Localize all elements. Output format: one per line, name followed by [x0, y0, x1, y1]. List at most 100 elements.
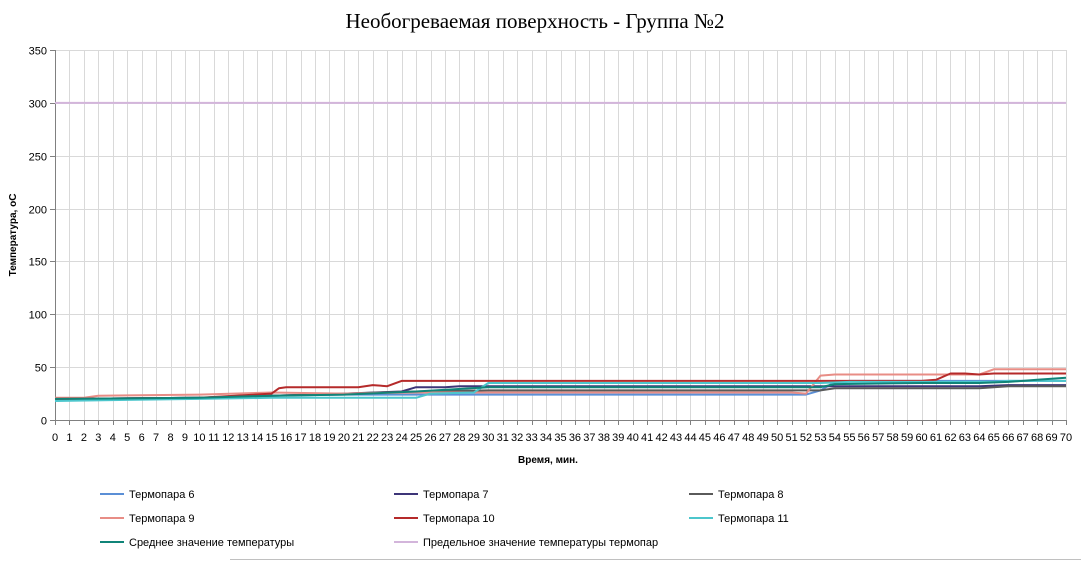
x-tick-label: 26	[424, 432, 436, 444]
y-tick-label: 100	[29, 310, 47, 322]
x-tick-label: 59	[901, 432, 913, 444]
x-tick-label: 3	[95, 432, 101, 444]
x-tick-label: 53	[814, 432, 826, 444]
x-tick-label: 66	[1002, 432, 1014, 444]
y-tick-label: 150	[29, 257, 47, 269]
legend-label: Термопара 9	[129, 513, 195, 525]
x-tick-label: 10	[193, 432, 205, 444]
x-tick-label: 60	[915, 432, 927, 444]
x-tick-label: 49	[757, 432, 769, 444]
x-tick-label: 22	[367, 432, 379, 444]
x-tick-label: 37	[583, 432, 595, 444]
y-axis-label: Температура, оС	[8, 194, 19, 277]
x-tick-label: 43	[670, 432, 682, 444]
series-line	[54, 372, 1066, 400]
x-tick-label: 1	[66, 432, 72, 444]
y-tick-label: 0	[41, 416, 47, 428]
x-tick-label: 61	[930, 432, 942, 444]
legend: Термопара 6 Термопара 7 Термопара 8 Термопа…	[100, 489, 789, 549]
x-tick-label: 9	[182, 432, 188, 444]
x-tick-label: 42	[655, 432, 667, 444]
legend-label: Термопара 10	[423, 513, 495, 525]
x-tick-label: 4	[110, 432, 116, 444]
x-tick-label: 6	[139, 432, 145, 444]
x-tick-label: 48	[742, 432, 754, 444]
x-tick-label: 29	[468, 432, 480, 444]
x-tick-label: 0	[52, 432, 58, 444]
x-tick-label: 28	[453, 432, 465, 444]
x-tick-label: 24	[396, 432, 408, 444]
x-tick-label: 41	[641, 432, 653, 444]
x-tick-label: 69	[1045, 432, 1057, 444]
y-tick-label: 200	[29, 205, 47, 217]
x-tick-label: 31	[497, 432, 509, 444]
x-tick-label: 55	[843, 432, 855, 444]
x-tick-label: 33	[525, 432, 537, 444]
x-tick-label: 25	[410, 432, 422, 444]
y-tick-label: 350	[29, 46, 47, 58]
x-tick-label: 16	[280, 432, 292, 444]
x-tick-label: 51	[785, 432, 797, 444]
x-tick-label: 34	[540, 432, 552, 444]
legend-label: Термопара 8	[718, 489, 784, 501]
x-axis-label: Время, мин.	[518, 455, 578, 466]
x-tick-label: 7	[153, 432, 159, 444]
x-tick-label: 21	[352, 432, 364, 444]
x-tick-label: 63	[959, 432, 971, 444]
x-tick-label: 36	[569, 432, 581, 444]
legend-label: Термопара 6	[129, 489, 195, 501]
x-tick-label: 18	[309, 432, 321, 444]
y-tick-label: 50	[35, 363, 47, 375]
x-tick-label: 35	[554, 432, 566, 444]
legend-label: Термопара 7	[423, 489, 489, 501]
x-tick-label: 70	[1060, 432, 1072, 444]
x-tick-label: 12	[222, 432, 234, 444]
chart-title: Необогреваемая поверхность - Группа №2	[345, 9, 724, 33]
series-line	[54, 376, 1067, 400]
x-tick-label: 58	[887, 432, 899, 444]
x-tick-label: 8	[167, 432, 173, 444]
x-tick-label: 52	[800, 432, 812, 444]
grid-lines	[55, 50, 1067, 421]
series-lines	[54, 101, 1067, 402]
x-tick-label: 64	[973, 432, 985, 444]
x-tick-label: 32	[511, 432, 523, 444]
x-tick-label: 56	[858, 432, 870, 444]
x-tick-label: 17	[294, 432, 306, 444]
x-tick-label: 40	[627, 432, 639, 444]
x-tick-label: 47	[728, 432, 740, 444]
series-line	[55, 368, 1066, 399]
x-tick-label: 45	[699, 432, 711, 444]
x-tick-label: 65	[988, 432, 1000, 444]
x-tick-label: 67	[1017, 432, 1029, 444]
x-tick-label: 15	[266, 432, 278, 444]
x-tick-label: 13	[237, 432, 249, 444]
y-tick-label: 250	[29, 152, 47, 164]
x-tick-label: 57	[872, 432, 884, 444]
legend-label: Среднее значение температуры	[129, 537, 294, 549]
x-tick-label: 20	[338, 432, 350, 444]
x-tick-label: 54	[829, 432, 841, 444]
x-tick-label: 5	[124, 432, 130, 444]
x-tick-label: 44	[684, 432, 696, 444]
legend-label: Предельное значение температуры термопар	[423, 537, 658, 549]
x-tick-label: 62	[944, 432, 956, 444]
x-tick-label: 39	[612, 432, 624, 444]
x-tick-label: 46	[713, 432, 725, 444]
x-tick-label: 2	[81, 432, 87, 444]
x-tick-label: 23	[381, 432, 393, 444]
y-tick-label: 300	[29, 99, 47, 111]
x-tick-label: 38	[598, 432, 610, 444]
x-tick-label: 19	[323, 432, 335, 444]
x-tick-label: 30	[482, 432, 494, 444]
legend-label: Термопара 11	[718, 513, 789, 525]
x-tick-label: 27	[439, 432, 451, 444]
x-tick-label: 11	[208, 432, 219, 444]
x-tick-label: 14	[251, 432, 263, 444]
x-tick-label: 68	[1031, 432, 1043, 444]
x-tick-label: 50	[771, 432, 783, 444]
